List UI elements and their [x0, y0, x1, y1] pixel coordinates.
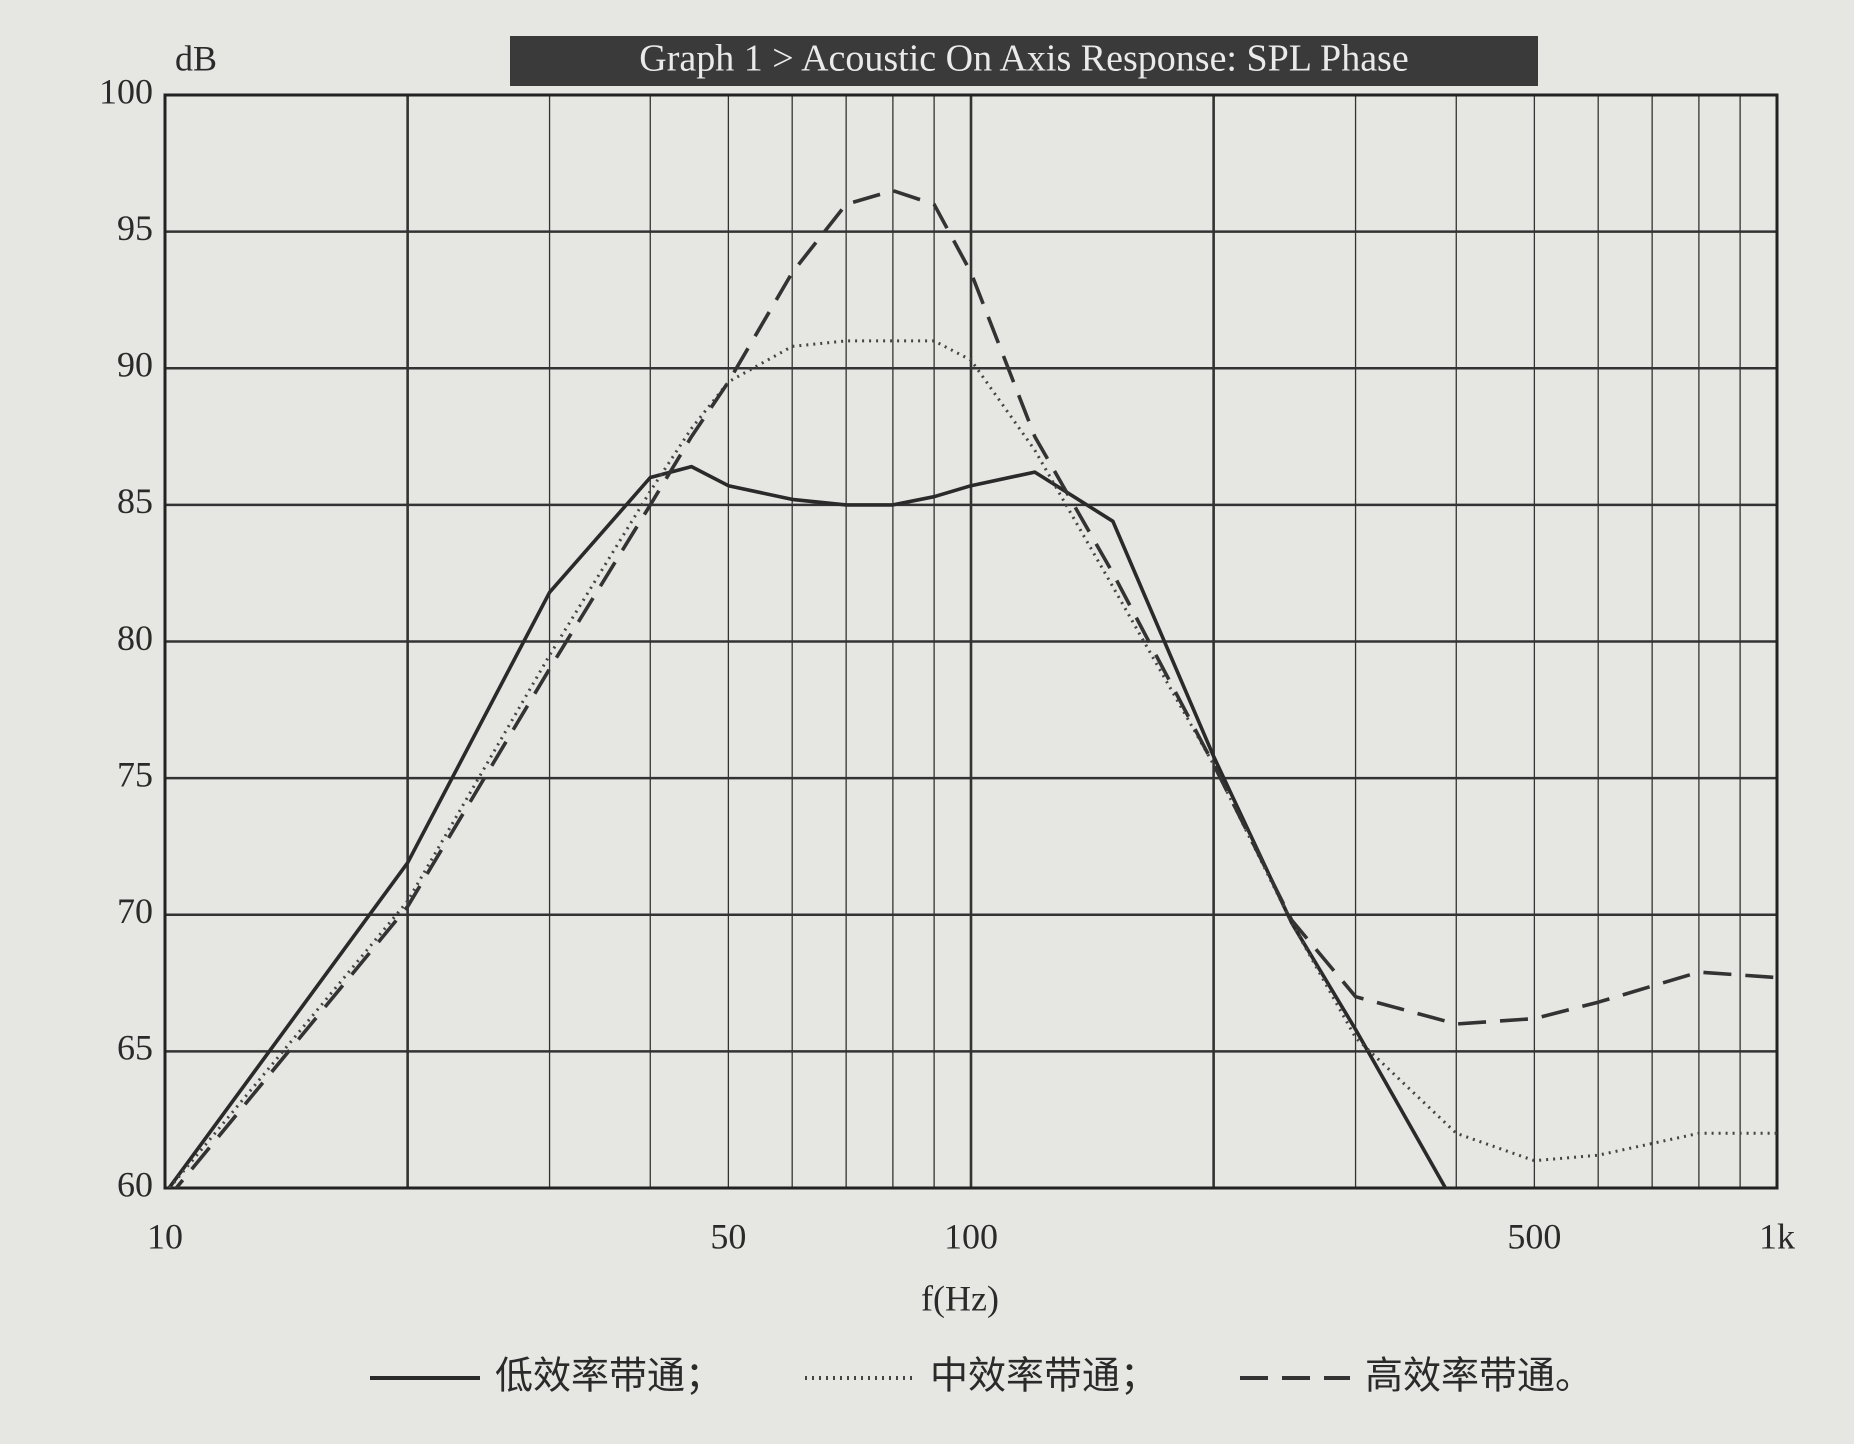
legend: 低效率带通； 中效率带通； 高效率带通。: [370, 1354, 1593, 1398]
y-tick-label: 80: [117, 618, 153, 658]
y-axis-label: dB: [175, 38, 217, 78]
y-tick-label: 75: [117, 754, 153, 794]
x-tick-label: 500: [1507, 1216, 1561, 1256]
title-box: [510, 36, 1538, 86]
legend-label: 中效率带通；: [930, 1354, 1158, 1398]
x-axis-label: f(Hz): [921, 1278, 999, 1318]
x-tick-label: 100: [944, 1216, 998, 1256]
y-tick-label: 100: [99, 71, 153, 111]
x-tick-label: 10: [147, 1216, 183, 1256]
y-tick-label: 70: [117, 891, 153, 931]
x-tick-label: 50: [710, 1216, 746, 1256]
series-line: [167, 339, 1777, 1188]
legend-label: 高效率带通。: [1365, 1354, 1593, 1398]
series-line: [166, 464, 1448, 1188]
y-tick-label: 90: [117, 345, 153, 385]
y-tick-label: 95: [117, 208, 153, 248]
x-tick-label: 1k: [1759, 1216, 1795, 1256]
y-tick-label: 60: [117, 1164, 153, 1204]
legend-label: 低效率带通；: [495, 1354, 723, 1398]
y-tick-label: 65: [117, 1028, 153, 1068]
chart-title: Graph 1 > Acoustic On Axis Response: SPL…: [639, 38, 1408, 80]
plot-frame: [163, 93, 1779, 1190]
series-line: [173, 188, 1777, 1188]
plot-area: 60 65 70 75 80 85 90 95 100 10 50 100 500 1k: [99, 71, 1795, 1256]
y-tick-label: 85: [117, 481, 153, 521]
